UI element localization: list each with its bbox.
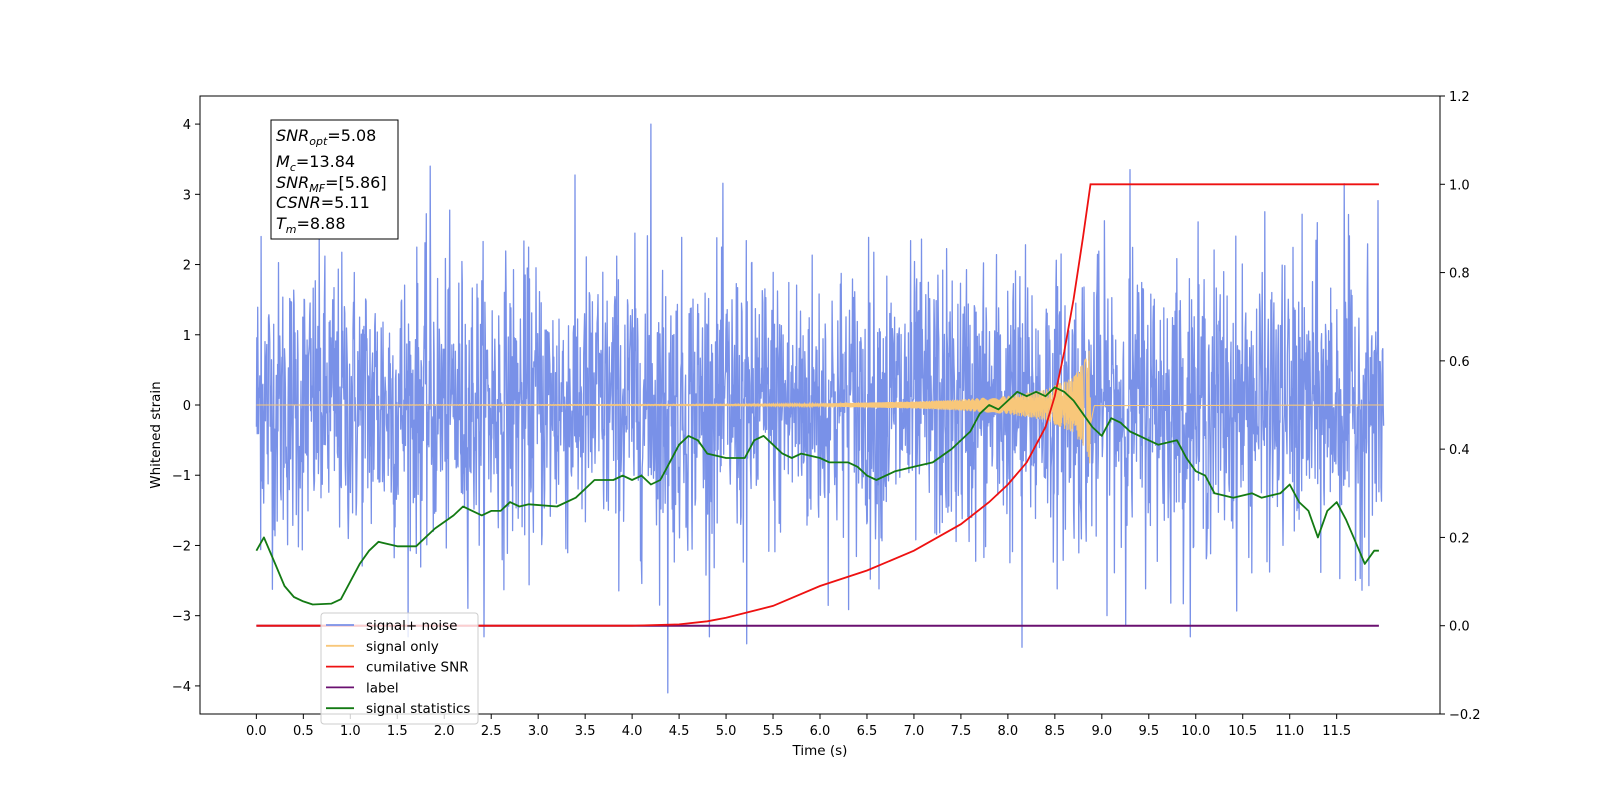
y-left-tick-label: −3 — [172, 610, 191, 625]
series-line-signal-statistics — [255, 386, 1379, 606]
y-left-tick-label: 3 — [183, 188, 191, 203]
y-axis-left: −4 −3 −2 −1 0 1 2 3 4 — [172, 118, 200, 695]
y-left-tick-label: −4 — [172, 680, 191, 695]
x-tick-label: 7.0 — [904, 724, 925, 739]
annotation-snr-opt: SNRopt=5.08 — [276, 126, 376, 148]
y-right-tick-label: 0.8 — [1449, 267, 1470, 282]
annotation-box: SNRopt=5.08 Mc=13.84 SNRMF=[5.86] CSNR=5… — [270, 119, 399, 240]
x-tick-label: 5.0 — [716, 724, 737, 739]
annotation-snr-mf: SNRMF=[5.86] — [276, 173, 387, 195]
x-tick-label: 8.5 — [1045, 724, 1066, 739]
x-tick-label: 6.0 — [810, 724, 831, 739]
x-axis-label: Time (s) — [792, 743, 848, 759]
legend-label: label — [366, 680, 399, 696]
series-line-signal-noise — [255, 123, 1385, 694]
y-axis-right: −0.2 0.0 0.2 0.4 0.6 0.8 1.0 1.2 — [1440, 90, 1481, 723]
y-left-tick-label: 2 — [183, 259, 191, 274]
x-tick-label: 3.5 — [575, 724, 596, 739]
y-left-tick-label: 1 — [183, 329, 191, 344]
x-tick-label: 5.5 — [763, 724, 784, 739]
x-tick-label: 9.0 — [1091, 724, 1112, 739]
y-left-tick-label: −2 — [172, 539, 191, 554]
y-right-tick-label: 0.4 — [1449, 443, 1470, 458]
plot-area — [255, 123, 1385, 694]
x-tick-label: 7.5 — [951, 724, 972, 739]
x-tick-label: 8.0 — [998, 724, 1019, 739]
series-line-signal-only — [256, 350, 1384, 464]
legend-label: cumilative SNR — [366, 660, 469, 676]
annotation-mc: Mc=13.84 — [276, 152, 355, 174]
y-right-tick-label: 1.0 — [1449, 178, 1470, 193]
y-left-tick-label: 0 — [183, 399, 191, 414]
x-tick-label: 6.5 — [857, 724, 878, 739]
y-right-tick-label: 1.2 — [1449, 90, 1470, 105]
x-tick-label: 0.5 — [293, 724, 314, 739]
x-tick-label: 9.5 — [1138, 724, 1159, 739]
y-right-tick-label: −0.2 — [1449, 708, 1481, 723]
y-left-tick-label: 4 — [183, 118, 191, 133]
x-tick-label: 4.5 — [669, 724, 690, 739]
x-tick-label: 0.0 — [246, 724, 267, 739]
x-tick-label: 4.0 — [622, 724, 643, 739]
x-tick-label: 2.5 — [481, 724, 502, 739]
x-tick-label: 10.5 — [1228, 724, 1257, 739]
x-tick-label: 1.0 — [340, 724, 361, 739]
x-tick-label: 11.5 — [1322, 724, 1351, 739]
series-line-cumulative-snr — [256, 183, 1379, 627]
y-right-tick-label: 0.6 — [1449, 355, 1470, 370]
annotation-tm: Tm=8.88 — [276, 214, 346, 236]
x-tick-label: 10.0 — [1181, 724, 1210, 739]
x-tick-label: 1.5 — [387, 724, 408, 739]
y-right-tick-label: 0.2 — [1449, 531, 1470, 546]
legend-label: signal+ noise — [366, 618, 457, 634]
x-tick-label: 2.0 — [434, 724, 455, 739]
annotation-csnr: CSNR=5.11 — [276, 193, 370, 212]
legend: signal+ noise signal only cumilative SNR la… — [320, 612, 479, 725]
y-right-tick-label: 0.0 — [1449, 620, 1470, 635]
legend-label: signal statistics — [366, 701, 470, 717]
x-tick-label: 11.0 — [1275, 724, 1304, 739]
y-left-tick-label: −1 — [172, 469, 191, 484]
legend-label: signal only — [366, 639, 439, 655]
x-tick-label: 3.0 — [528, 724, 549, 739]
y-axis-label-left: Whitened strain — [148, 381, 164, 488]
x-axis: 0.0 0.5 1.0 1.5 2.0 2.5 3.0 3.5 4.0 4.5 5.0 5.5 6.0 6… — [246, 714, 1351, 739]
